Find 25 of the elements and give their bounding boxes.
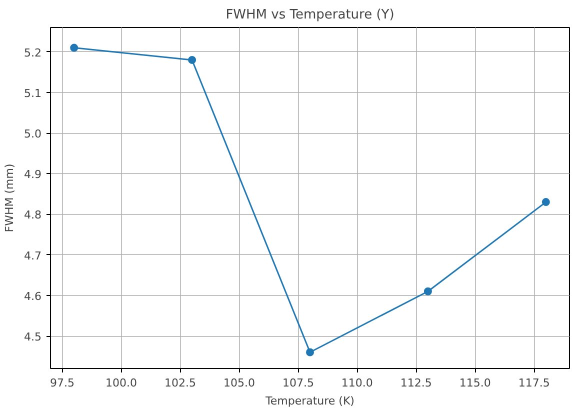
y-tick-label: 4.6 <box>24 290 42 303</box>
x-tick-label: 110.0 <box>341 376 373 390</box>
point <box>188 56 196 64</box>
x-tick-label: 102.5 <box>164 376 196 390</box>
point <box>542 198 550 206</box>
y-tick-label: 4.7 <box>24 249 42 262</box>
point <box>424 287 432 296</box>
y-tick-label: 5.1 <box>24 86 42 100</box>
x-tick-label: 117.5 <box>518 376 550 390</box>
x-tick-label: 107.5 <box>282 376 314 390</box>
y-tick-label: 5.0 <box>24 128 42 141</box>
chart-title: FWHM vs Temperature (Y) <box>226 8 394 22</box>
point <box>70 44 78 52</box>
x-tick-label: 97.5 <box>50 376 75 390</box>
point <box>306 348 314 356</box>
y-axis-title: FWHM (mm) <box>3 164 16 232</box>
x-tick-label: 112.5 <box>400 376 432 390</box>
y-tick-label: 4.9 <box>24 168 42 182</box>
x-tick-label: 100.0 <box>106 376 138 390</box>
x-tick-label: 115.0 <box>459 376 491 390</box>
x-tick-label: 105.0 <box>223 376 255 390</box>
y-tick-label: 4.8 <box>24 208 42 222</box>
x-axis-title: Temperature (K) <box>264 394 354 408</box>
y-tick-label: 4.5 <box>24 330 42 344</box>
y-tick-label: 5.2 <box>24 46 42 60</box>
